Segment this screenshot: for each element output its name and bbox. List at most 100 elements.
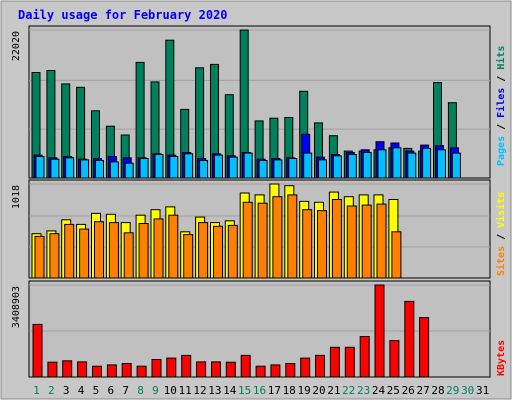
bar-sites-day-2 (49, 233, 60, 279)
x-tick-label: 21 (327, 384, 340, 397)
bar-sites-day-6 (108, 222, 119, 279)
x-tick-label: 17 (268, 384, 281, 397)
bar-kbytes-day-19 (300, 357, 311, 378)
bar-sites-day-16 (257, 202, 268, 279)
bar-sites-day-20 (317, 210, 327, 279)
bar-kbytes-day-27 (419, 317, 430, 378)
x-tick-label: 2 (48, 384, 55, 397)
legend-hits-files-pages: Pages / Files / Hits (495, 46, 507, 166)
x-tick-label: 6 (107, 384, 114, 397)
bar-kbytes-day-11 (181, 354, 192, 378)
bar-pages-day-8 (139, 158, 149, 179)
legend-item-hits: Hits (495, 46, 507, 70)
x-tick-label: 15 (238, 384, 251, 397)
bar-kbytes-day-12 (196, 361, 207, 378)
bar-kbytes-day-9 (151, 359, 162, 378)
bar-sites-day-19 (302, 209, 313, 279)
x-tick-label: 24 (372, 384, 386, 397)
bar-sites-day-1 (34, 235, 45, 279)
bar-kbytes-day-8 (136, 365, 147, 378)
bar-kbytes-day-5 (92, 365, 102, 378)
bar-sites-day-12 (198, 222, 209, 279)
bar-pages-day-15 (243, 152, 253, 179)
bar-kbytes-day-18 (285, 363, 296, 378)
bar-pages-day-14 (228, 156, 238, 179)
x-tick-label: 5 (93, 384, 100, 397)
bar-sites-day-7 (123, 232, 134, 279)
bar-sites-day-21 (331, 199, 342, 279)
bar-pages-day-10 (169, 156, 179, 179)
bar-pages-day-16 (258, 160, 268, 179)
bar-kbytes-day-22 (344, 346, 355, 378)
legend-item-files: Files (495, 88, 507, 118)
legend-text: Pages / Files / Hits (495, 46, 507, 166)
bar-pages-day-22 (347, 154, 357, 179)
bar-kbytes-day-26 (404, 300, 415, 378)
x-tick-label: 20 (312, 384, 325, 397)
bar-sites-day-25 (391, 231, 402, 279)
bar-pages-day-25 (392, 147, 402, 179)
bar-pages-day-5 (95, 160, 104, 179)
bar-pages-day-13 (214, 154, 223, 179)
legend-kbytes: KBytes (496, 340, 507, 376)
bar-pages-day-24 (377, 149, 387, 179)
bar-kbytes-day-4 (77, 361, 88, 378)
legend-item-sites: Sites (495, 246, 507, 276)
bar-pages-day-9 (154, 154, 164, 179)
bar-pages-day-19 (303, 152, 313, 179)
bar-pages-day-6 (109, 161, 119, 179)
x-tick-label: 22 (342, 384, 355, 397)
bar-kbytes-day-2 (47, 361, 58, 378)
bar-pages-day-12 (199, 160, 209, 179)
bar-kbytes-day-3 (62, 360, 73, 378)
visits-sites-panel: 1018 (11, 179, 491, 279)
legend-item-pages: Pages (496, 136, 507, 166)
x-tick-label: 10 (164, 384, 177, 397)
bar-kbytes-day-6 (106, 364, 117, 378)
bar-pages-day-2 (50, 158, 60, 179)
legend-separator: / (496, 70, 507, 88)
hits-files-pages-panel: 22020 (11, 25, 491, 179)
bar-pages-day-26 (407, 152, 417, 179)
x-tick-label: 18 (283, 384, 296, 397)
x-tick-label: 1 (33, 384, 40, 397)
legend-visits-sites: Sites / Visits (495, 192, 507, 276)
bar-kbytes-day-13 (211, 361, 221, 378)
bar-sites-day-10 (168, 214, 179, 279)
x-tick-label: 25 (387, 384, 400, 397)
x-tick-label: 13 (208, 384, 221, 397)
bar-sites-day-24 (376, 203, 387, 279)
legend-item-kbytes: KBytes (496, 340, 507, 376)
x-tick-label: 9 (152, 384, 159, 397)
y-max-label: 3408903 (11, 286, 22, 328)
legend-text: Sites / Visits (495, 192, 507, 276)
bar-kbytes-day-14 (225, 361, 236, 378)
x-tick-label: 31 (476, 384, 489, 397)
bar-kbytes-day-10 (166, 357, 177, 378)
bar-sites-day-9 (153, 218, 164, 279)
bar-pages-day-23 (362, 152, 372, 179)
kbytes-panel: 3408903 (11, 280, 491, 378)
x-tick-label: 7 (122, 384, 129, 397)
x-tick-label: 26 (402, 384, 415, 397)
bar-kbytes-day-7 (121, 363, 132, 378)
x-tick-label: 14 (223, 384, 237, 397)
bar-sites-day-18 (287, 194, 298, 279)
bar-pages-day-27 (422, 147, 432, 179)
x-tick-label: 11 (178, 384, 191, 397)
bar-sites-day-11 (183, 234, 194, 279)
y-max-label: 22020 (11, 31, 22, 61)
bar-sites-day-15 (242, 201, 253, 279)
x-tick-label: 19 (297, 384, 310, 397)
bar-pages-day-11 (184, 153, 194, 179)
bar-sites-day-4 (79, 228, 90, 279)
bar-kbytes-day-15 (240, 354, 251, 378)
legend-separator: / (496, 118, 507, 136)
bar-pages-day-28 (437, 149, 446, 179)
bar-sites-day-8 (138, 223, 149, 279)
bar-pages-day-29 (451, 152, 461, 179)
bar-kbytes-day-24 (374, 284, 385, 378)
bar-kbytes-day-17 (270, 364, 281, 378)
